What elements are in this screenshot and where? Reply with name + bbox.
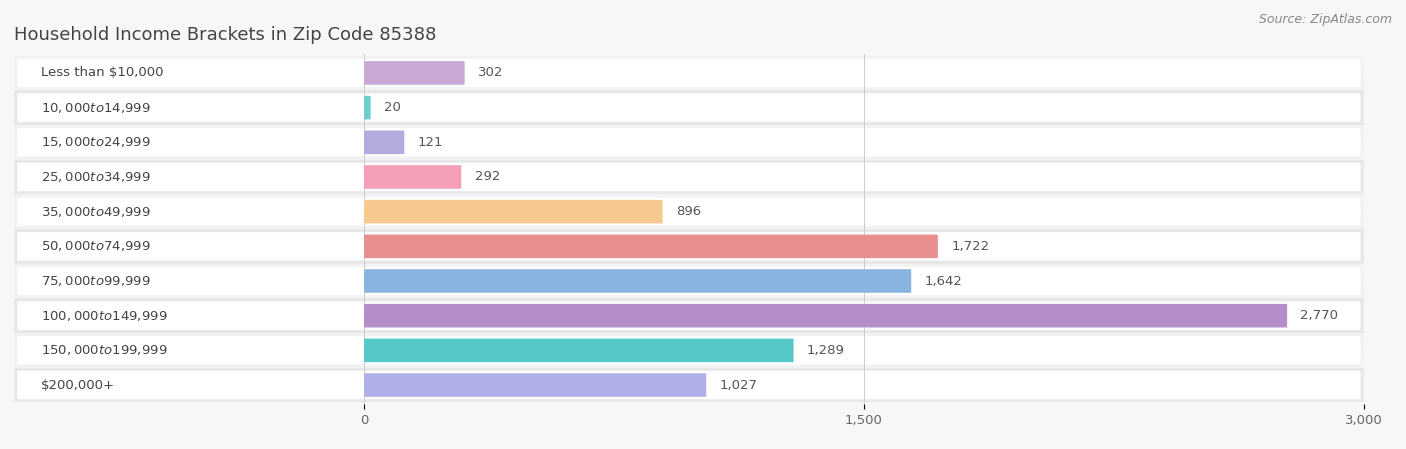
- FancyBboxPatch shape: [0, 125, 1381, 160]
- Text: $25,000 to $34,999: $25,000 to $34,999: [41, 170, 150, 184]
- Text: Household Income Brackets in Zip Code 85388: Household Income Brackets in Zip Code 85…: [14, 26, 436, 44]
- FancyBboxPatch shape: [364, 234, 938, 258]
- FancyBboxPatch shape: [364, 96, 371, 119]
- FancyBboxPatch shape: [364, 339, 793, 362]
- Text: 121: 121: [418, 136, 443, 149]
- Text: 1,642: 1,642: [925, 274, 963, 287]
- FancyBboxPatch shape: [0, 56, 1381, 90]
- FancyBboxPatch shape: [0, 368, 1381, 402]
- Text: 896: 896: [676, 205, 702, 218]
- FancyBboxPatch shape: [17, 336, 1361, 365]
- FancyBboxPatch shape: [364, 304, 1286, 327]
- Text: 1,027: 1,027: [720, 379, 758, 392]
- Text: Less than $10,000: Less than $10,000: [41, 66, 163, 79]
- FancyBboxPatch shape: [0, 298, 1381, 333]
- Text: 302: 302: [478, 66, 503, 79]
- FancyBboxPatch shape: [0, 264, 1381, 298]
- FancyBboxPatch shape: [364, 165, 461, 189]
- FancyBboxPatch shape: [0, 160, 1381, 194]
- FancyBboxPatch shape: [17, 198, 1361, 226]
- Text: 292: 292: [475, 171, 501, 184]
- Text: $150,000 to $199,999: $150,000 to $199,999: [41, 343, 167, 357]
- FancyBboxPatch shape: [364, 61, 464, 85]
- Text: 1,722: 1,722: [952, 240, 990, 253]
- FancyBboxPatch shape: [0, 194, 1381, 229]
- FancyBboxPatch shape: [364, 269, 911, 293]
- Text: 1,289: 1,289: [807, 344, 845, 357]
- FancyBboxPatch shape: [0, 90, 1381, 125]
- FancyBboxPatch shape: [17, 128, 1361, 157]
- Text: $50,000 to $74,999: $50,000 to $74,999: [41, 239, 150, 253]
- FancyBboxPatch shape: [17, 267, 1361, 295]
- Text: Source: ZipAtlas.com: Source: ZipAtlas.com: [1258, 13, 1392, 26]
- FancyBboxPatch shape: [17, 93, 1361, 122]
- FancyBboxPatch shape: [17, 371, 1361, 399]
- FancyBboxPatch shape: [364, 200, 662, 224]
- Text: $10,000 to $14,999: $10,000 to $14,999: [41, 101, 150, 114]
- FancyBboxPatch shape: [17, 301, 1361, 330]
- FancyBboxPatch shape: [0, 333, 1381, 368]
- FancyBboxPatch shape: [17, 232, 1361, 260]
- FancyBboxPatch shape: [17, 163, 1361, 191]
- FancyBboxPatch shape: [364, 131, 405, 154]
- Text: $200,000+: $200,000+: [41, 379, 115, 392]
- Text: $35,000 to $49,999: $35,000 to $49,999: [41, 205, 150, 219]
- Text: $15,000 to $24,999: $15,000 to $24,999: [41, 135, 150, 150]
- Text: 2,770: 2,770: [1301, 309, 1339, 322]
- FancyBboxPatch shape: [0, 229, 1381, 264]
- Text: $75,000 to $99,999: $75,000 to $99,999: [41, 274, 150, 288]
- Text: $100,000 to $149,999: $100,000 to $149,999: [41, 308, 167, 323]
- Text: 20: 20: [384, 101, 401, 114]
- FancyBboxPatch shape: [17, 59, 1361, 87]
- FancyBboxPatch shape: [364, 373, 706, 397]
